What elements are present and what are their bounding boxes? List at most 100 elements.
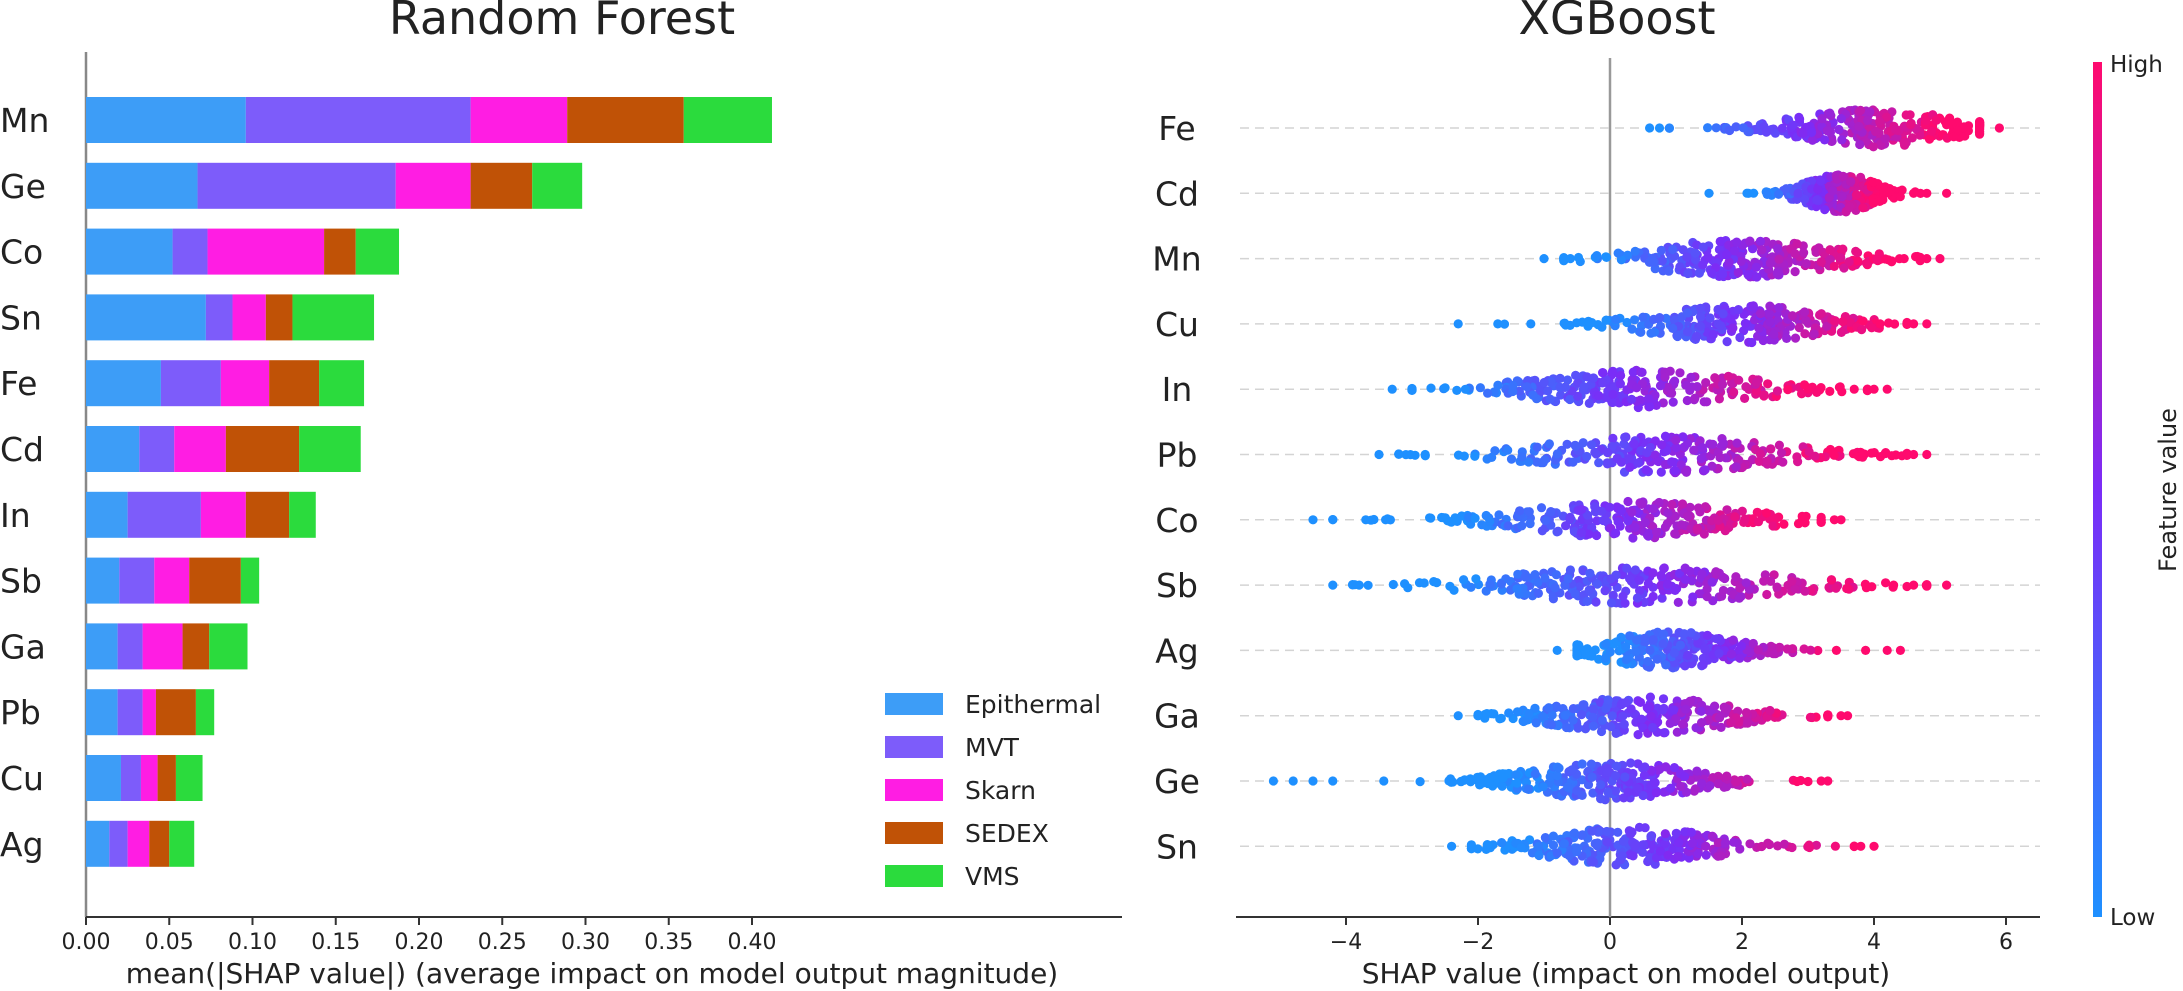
xgb-shap-point <box>1765 705 1775 716</box>
xgb-shap-point <box>1646 711 1656 721</box>
xgb-feature-row-fe <box>1645 105 2004 152</box>
xgb-shap-point <box>1543 386 1553 396</box>
xgb-shap-point <box>1858 203 1868 213</box>
xgb-shap-point <box>1820 135 1830 145</box>
xgb-shap-point <box>1640 762 1650 772</box>
xgb-shap-point <box>1466 777 1476 787</box>
xgb-shap-point <box>1667 457 1677 467</box>
xgb-shap-point <box>1522 382 1532 392</box>
xgb-shap-point <box>1656 581 1666 591</box>
rf-bar-segment-epithermal <box>86 820 110 867</box>
xgb-shap-point <box>1565 394 1575 405</box>
xgb-shap-point <box>1538 458 1548 468</box>
xgb-shap-point <box>1690 393 1700 403</box>
rf-bar-segment-vms <box>683 97 772 143</box>
xgb-shap-point <box>1420 449 1430 460</box>
xgb-shap-point <box>1578 700 1588 710</box>
rf-bar-segment-epithermal <box>86 228 173 275</box>
xgb-shap-point <box>1812 387 1822 397</box>
xgb-shap-point <box>1447 841 1457 851</box>
xgb-shap-point <box>1702 630 1712 641</box>
xgb-feature-row-sb <box>1328 563 1952 609</box>
rf-bar-segment-mvt <box>197 162 396 209</box>
xgb-shap-point <box>1774 189 1784 199</box>
rf-bar-segment-skarn <box>200 491 246 538</box>
xgb-shap-point <box>1583 316 1593 326</box>
xgb-shap-point <box>1865 107 1875 117</box>
xgb-shap-point <box>1679 772 1690 782</box>
xgb-shap-point <box>1797 389 1807 399</box>
xgb-shap-point <box>1792 776 1802 787</box>
xgb-shap-point <box>1621 698 1631 708</box>
xgb-y-tick-label: Ga <box>1154 697 1200 736</box>
xgb-shap-point <box>1568 715 1578 725</box>
xgb-shap-point <box>1665 366 1675 376</box>
xgb-shap-point <box>1657 440 1667 450</box>
xgb-shap-point <box>1656 245 1666 255</box>
xgb-shap-point <box>1714 648 1724 659</box>
xgb-shap-point <box>1632 383 1642 393</box>
xgb-y-tick-label: Ag <box>1155 631 1199 670</box>
xgb-shap-point <box>1374 449 1384 460</box>
xgb-shap-point <box>1601 252 1612 262</box>
xgb-shap-point <box>1682 438 1693 448</box>
xgb-shap-point <box>1714 394 1724 404</box>
xgb-shap-point <box>1672 331 1683 342</box>
xgb-shap-point <box>1596 780 1606 790</box>
rf-bar-segment-vms <box>240 557 260 604</box>
xgb-shap-point <box>1650 264 1660 274</box>
xgb-shap-point <box>1773 244 1783 254</box>
xgb-shap-point <box>1875 319 1885 329</box>
xgb-shap-point <box>1606 574 1616 584</box>
xgb-shap-point <box>1781 184 1791 194</box>
xgb-shap-point <box>1820 205 1830 215</box>
xgb-shap-point <box>1772 268 1782 278</box>
rf-bar-segment-skarn <box>207 228 325 275</box>
xgb-shap-point <box>1758 335 1768 346</box>
xgb-shap-point <box>1755 236 1765 246</box>
xgb-shap-point <box>1757 245 1767 255</box>
xgb-shap-point <box>1768 521 1778 531</box>
xgb-shap-point <box>1613 517 1623 527</box>
rf-y-tick-label: Fe <box>0 364 37 403</box>
xgb-shap-point <box>1585 568 1595 578</box>
rf-bar-segment-skarn <box>174 426 226 472</box>
xgb-shap-point <box>1643 579 1653 589</box>
xgb-feature-row-pb <box>1374 431 1932 478</box>
xgb-shap-point <box>1482 840 1492 850</box>
xgb-shap-point <box>1717 379 1728 389</box>
xgb-shap-point <box>1268 776 1278 786</box>
xgb-shap-point <box>1328 776 1338 786</box>
xgb-shap-point <box>1931 115 1941 125</box>
xgb-shap-point <box>1949 132 1959 142</box>
xgb-shap-point <box>1853 256 1863 266</box>
xgb-shap-point <box>1807 135 1818 145</box>
xgb-shap-point <box>1493 380 1503 390</box>
xgb-shap-point <box>1708 439 1718 449</box>
xgb-shap-point <box>1736 256 1746 266</box>
xgb-shap-point <box>1660 839 1670 849</box>
xgb-shap-point <box>1711 567 1721 577</box>
xgb-shap-point <box>1514 386 1524 396</box>
xgb-shap-point <box>1645 692 1655 702</box>
xgb-shap-point <box>1619 439 1629 449</box>
xgb-shap-point <box>1546 377 1556 387</box>
xgb-shap-point <box>1652 654 1662 664</box>
xgb-shap-point <box>1627 394 1637 404</box>
xgb-shap-point <box>1653 456 1663 467</box>
rf-bar-segment-vms <box>195 689 215 736</box>
xgb-shap-point <box>1552 449 1562 459</box>
xgb-shap-point <box>1836 327 1846 337</box>
xgb-shap-point <box>1728 323 1738 333</box>
colorbar-high-label: High <box>2110 52 2163 78</box>
xgb-shap-point <box>1774 254 1784 264</box>
xgb-shap-point <box>1466 582 1476 592</box>
xgb-y-tick-label: In <box>1162 370 1193 409</box>
xgb-shap-point <box>1559 839 1569 849</box>
rf-bar-segment-vms <box>355 228 400 275</box>
xgb-shap-point <box>1603 448 1613 458</box>
xgb-shap-point <box>1838 171 1848 181</box>
xgb-shap-point <box>1645 442 1656 453</box>
xgb-shap-point <box>1846 177 1856 187</box>
xgb-shap-point <box>1707 515 1717 526</box>
